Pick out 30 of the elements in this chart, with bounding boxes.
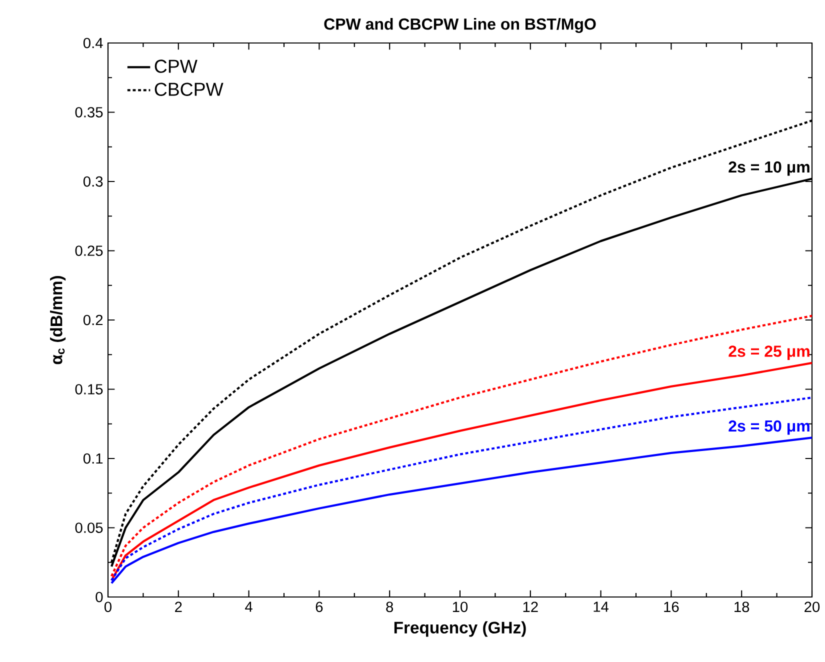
y-tick-label: 0 [96,592,103,602]
x-tick-label: 6 [316,602,323,612]
annotation: 2s = 10 μm [728,161,810,176]
x-tick-label: 12 [523,602,538,612]
x-tick-label: 20 [804,602,820,612]
y-tick-label: 0.2 [83,314,103,326]
chart-title: CPW and CBCPW Line on BST/MgO [324,18,596,33]
annotation: 2s = 25 μm [728,346,810,360]
x-tick-label: 18 [734,602,750,612]
y-tick-label: 0.35 [75,107,103,118]
y-tick-label: 0.05 [75,522,103,533]
x-tick-label: 16 [664,602,679,612]
x-tick-label: 8 [386,602,394,612]
line-series [110,396,812,582]
legend-label: CPW [154,60,198,73]
x-tick-label: 14 [594,602,609,612]
y-tick-label: 0.3 [83,176,103,187]
x-axis-title: Frequency (GHz) [394,621,526,637]
y-axis-title: α$_{c}$ (dB/mm) [50,276,66,364]
annotation: 2s = 50 μm [728,420,810,435]
y-tick-label: 0.4 [83,38,103,48]
x-tick-label: 0 [104,602,112,612]
y-tick-label: 0.25 [75,246,103,256]
legend-label: CBCPW [154,82,224,96]
y-tick-label: 0.1 [83,453,103,464]
y-tick-label: 0.15 [75,384,103,394]
line-series [110,314,812,578]
x-tick-label: 4 [245,602,252,612]
x-tick-label: 10 [452,602,468,612]
x-tick-label: 2 [175,602,182,612]
